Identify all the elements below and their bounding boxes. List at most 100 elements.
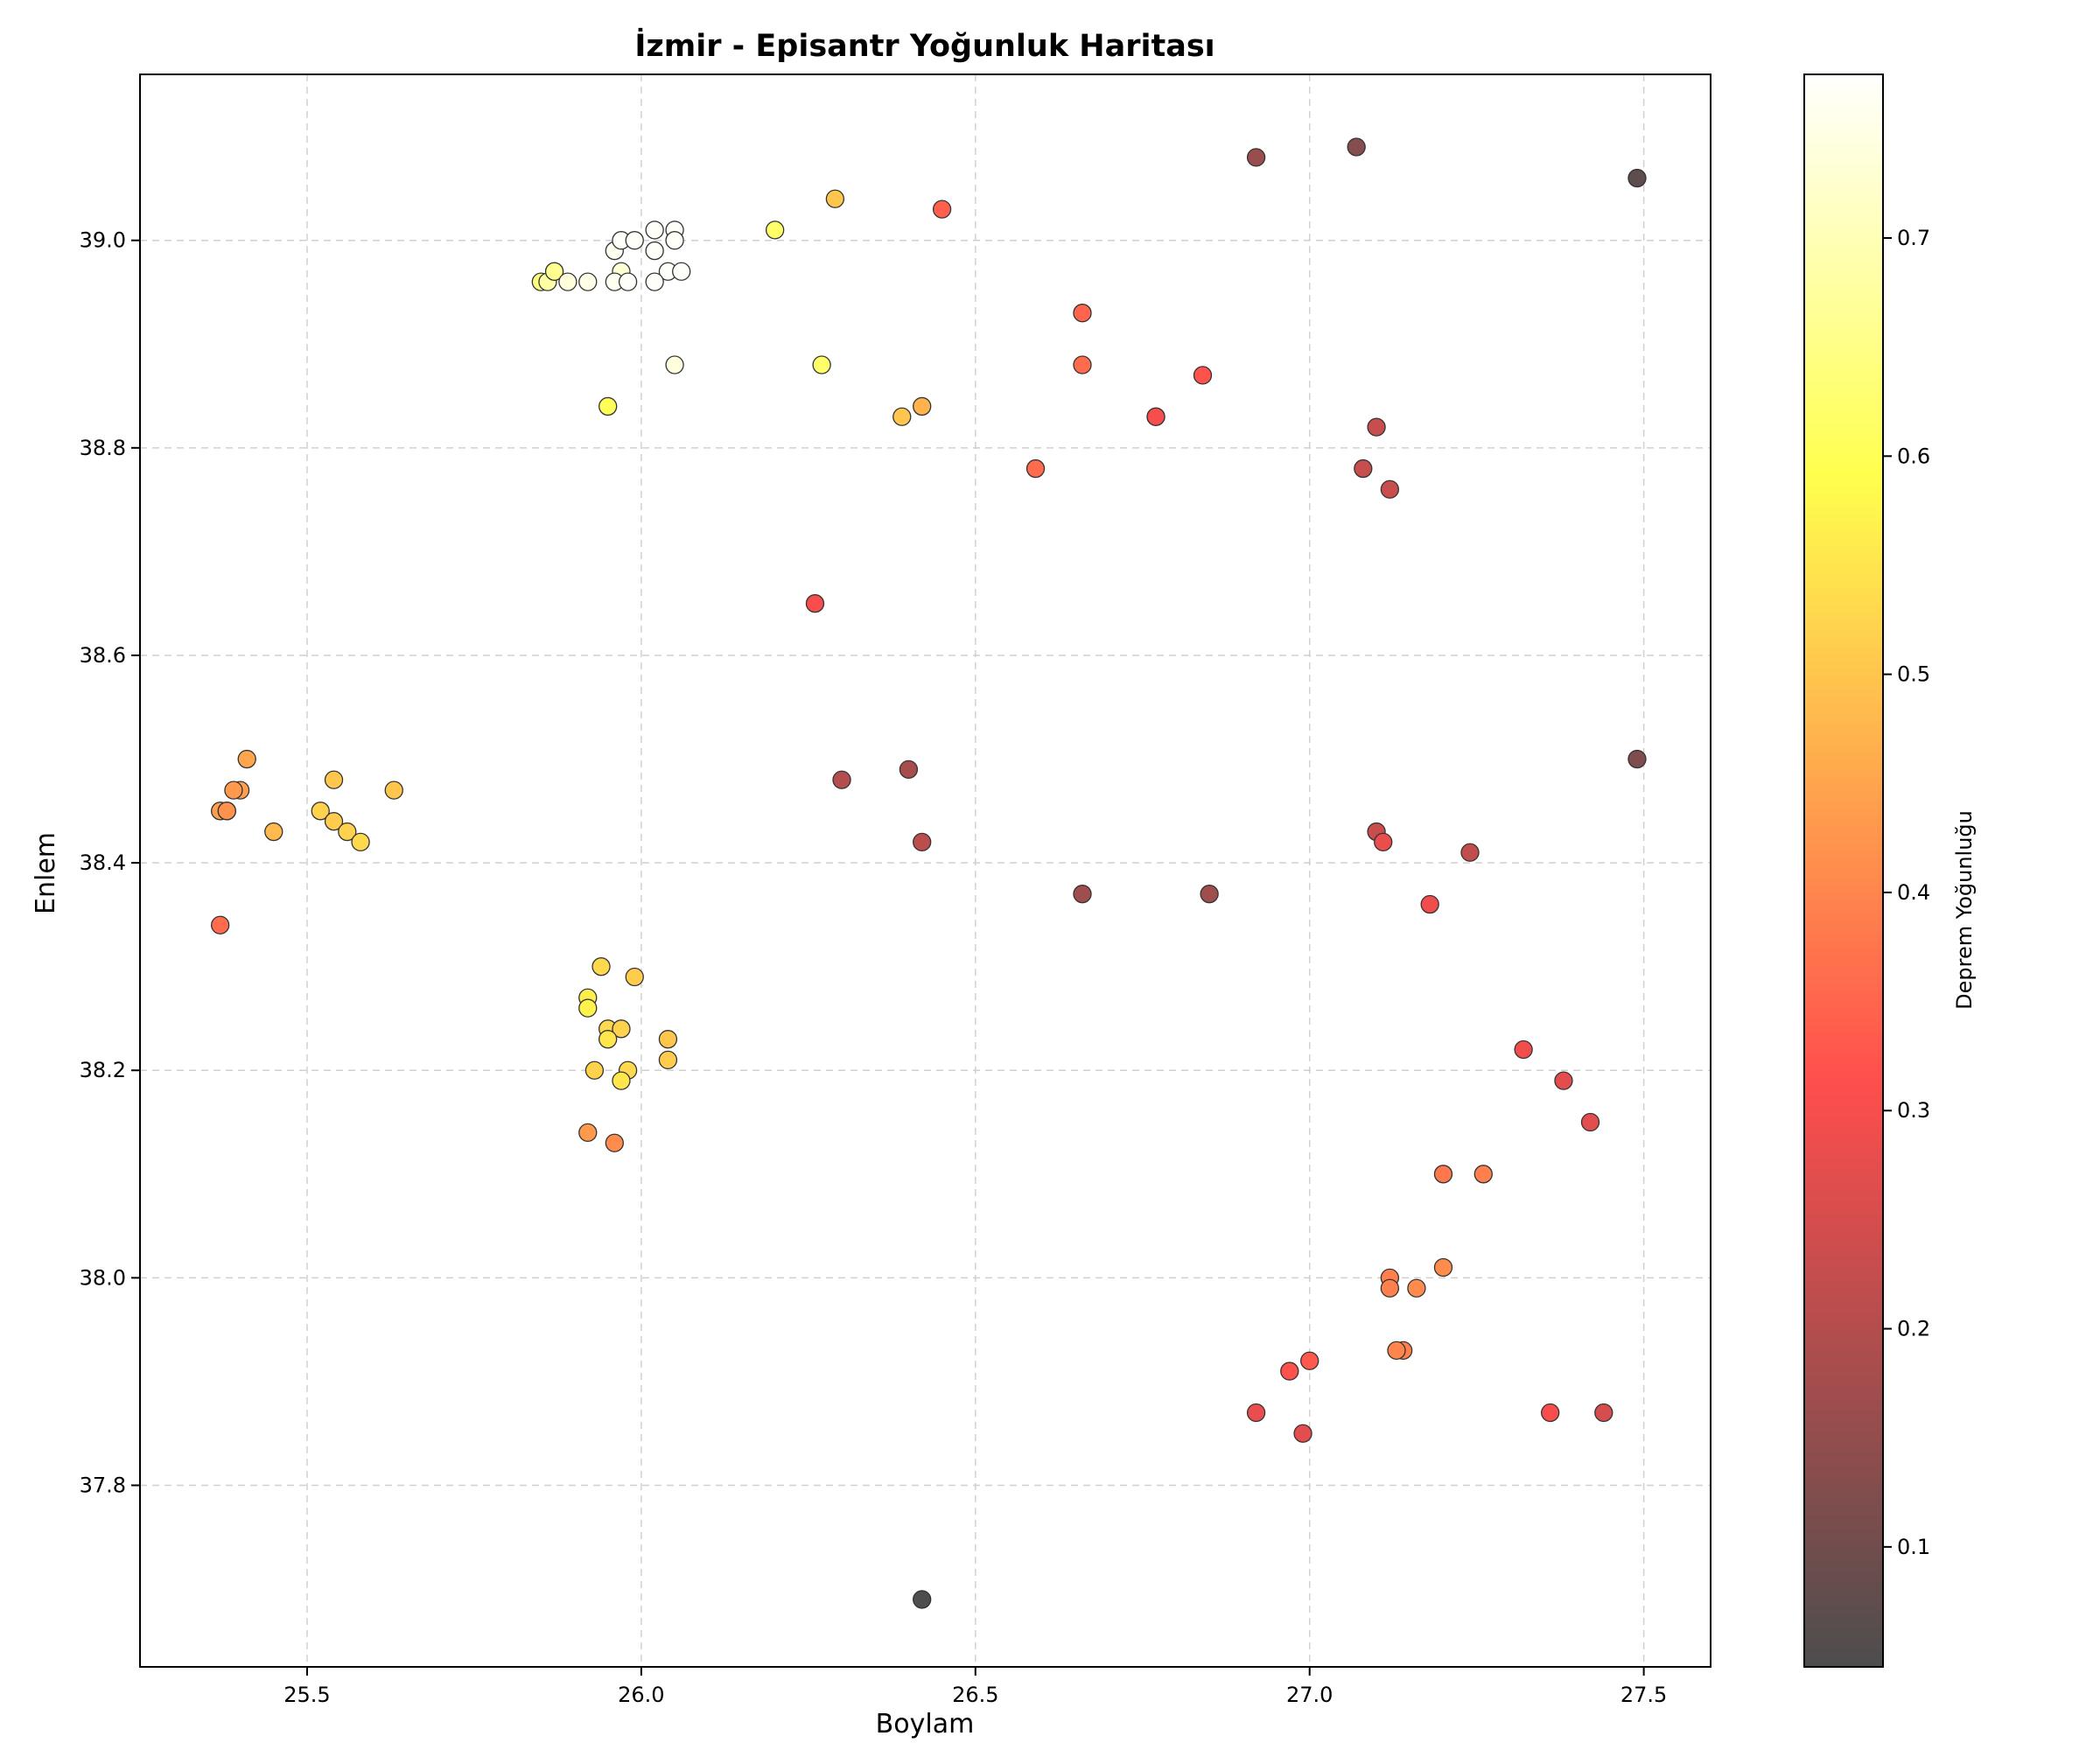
data-point [578, 272, 598, 291]
grid-lines [140, 74, 1711, 1667]
y-tick-label: 39.0 [80, 228, 126, 253]
chart-title: İzmir - Episantr Yoğunluk Haritası [634, 27, 1214, 64]
data-point [1380, 1278, 1400, 1298]
data-point [812, 355, 831, 374]
data-point [1554, 1071, 1573, 1090]
data-point [311, 802, 330, 821]
x-tick-label: 26.5 [952, 1683, 998, 1707]
data-point [1460, 843, 1480, 862]
data-point [825, 189, 845, 208]
data-point [765, 220, 785, 240]
plot-area [139, 74, 1712, 1668]
y-tick-label: 38.8 [80, 436, 126, 460]
colorbar-tick-label: 0.3 [1897, 1098, 1930, 1123]
data-point [625, 231, 644, 250]
data-point [1354, 458, 1373, 479]
data-point [224, 780, 243, 800]
data-point [1433, 1165, 1453, 1184]
data-point [618, 272, 638, 291]
data-point [211, 915, 230, 934]
data-point [645, 220, 664, 240]
data-point [672, 262, 691, 281]
x-tick-label: 27.0 [1286, 1683, 1333, 1707]
data-point [1193, 366, 1213, 385]
y-tick-label: 38.0 [80, 1265, 126, 1290]
data-point [832, 770, 851, 789]
x-axis-ticks: 25.5 26.0 26.5 27.0 27.5 [284, 1667, 1667, 1707]
data-point [1628, 749, 1647, 769]
x-tick-label: 26.0 [618, 1683, 664, 1707]
data-point [892, 407, 912, 426]
data-point [1514, 1040, 1533, 1060]
colorbar-tick-label: 0.5 [1897, 662, 1930, 687]
y-axis-ticks: 37.8 38.0 38.2 38.4 38.6 38.8 39.0 [80, 228, 140, 1498]
data-point [1387, 1340, 1406, 1361]
data-point [1026, 458, 1046, 479]
data-point [665, 231, 684, 250]
colorbar-tick-label: 0.7 [1897, 226, 1930, 250]
data-point [1433, 1257, 1453, 1278]
data-point [899, 760, 919, 780]
data-point [1300, 1351, 1320, 1370]
data-point [913, 396, 932, 416]
data-point [1541, 1403, 1560, 1423]
data-point [612, 1019, 631, 1039]
data-point [645, 272, 664, 291]
data-point [351, 832, 370, 852]
data-point [658, 1050, 678, 1070]
data-point [1293, 1424, 1312, 1443]
data-point [1474, 1165, 1493, 1184]
data-point [1347, 137, 1366, 157]
data-point [544, 262, 564, 281]
data-point [1628, 168, 1647, 188]
y-axis-label: Enlem [31, 832, 61, 914]
colorbar-tick-label: 0.4 [1897, 880, 1930, 905]
data-point [1367, 417, 1386, 437]
data-point [932, 200, 952, 219]
data-point [1073, 355, 1092, 374]
data-point [625, 967, 644, 987]
data-point [1146, 407, 1166, 426]
colorbar-ticks: 0.1 0.2 0.3 0.4 0.5 0.6 0.7 [1883, 226, 1930, 1559]
data-point [324, 770, 344, 789]
data-point [264, 822, 284, 842]
data-point [665, 355, 684, 374]
x-tick-label: 25.5 [284, 1683, 330, 1707]
data-point [913, 832, 932, 852]
x-axis-label: Boylam [876, 1709, 975, 1740]
data-point [1200, 885, 1219, 904]
y-tick-label: 38.4 [80, 850, 126, 875]
data-point [1280, 1362, 1299, 1381]
data-point [592, 957, 611, 976]
data-point [217, 802, 236, 821]
colorbar-tick-label: 0.2 [1897, 1317, 1930, 1341]
x-tick-label: 27.5 [1620, 1683, 1667, 1707]
y-tick-label: 37.8 [80, 1474, 126, 1498]
data-point [1594, 1403, 1614, 1423]
data-point [1420, 894, 1439, 914]
data-point [1380, 480, 1400, 499]
y-tick-label: 38.6 [80, 643, 126, 668]
data-point [324, 812, 344, 831]
data-point [1407, 1278, 1426, 1298]
data-point [338, 822, 357, 842]
data-point [584, 1060, 605, 1080]
data-point [1374, 832, 1393, 852]
data-point [578, 998, 598, 1018]
data-point [612, 1071, 631, 1090]
data-point [605, 1133, 624, 1152]
data-point [1073, 304, 1092, 323]
data-point [805, 594, 825, 613]
data-point [645, 241, 664, 261]
data-point [1073, 885, 1092, 904]
y-tick-label: 38.2 [80, 1058, 126, 1082]
data-point [1246, 1403, 1266, 1423]
data-point [598, 1030, 618, 1049]
data-point [237, 749, 256, 769]
data-point [578, 1123, 598, 1143]
data-point [558, 272, 578, 291]
data-point [913, 1590, 932, 1609]
colorbar [1803, 74, 1884, 1668]
data-point [658, 1030, 678, 1049]
